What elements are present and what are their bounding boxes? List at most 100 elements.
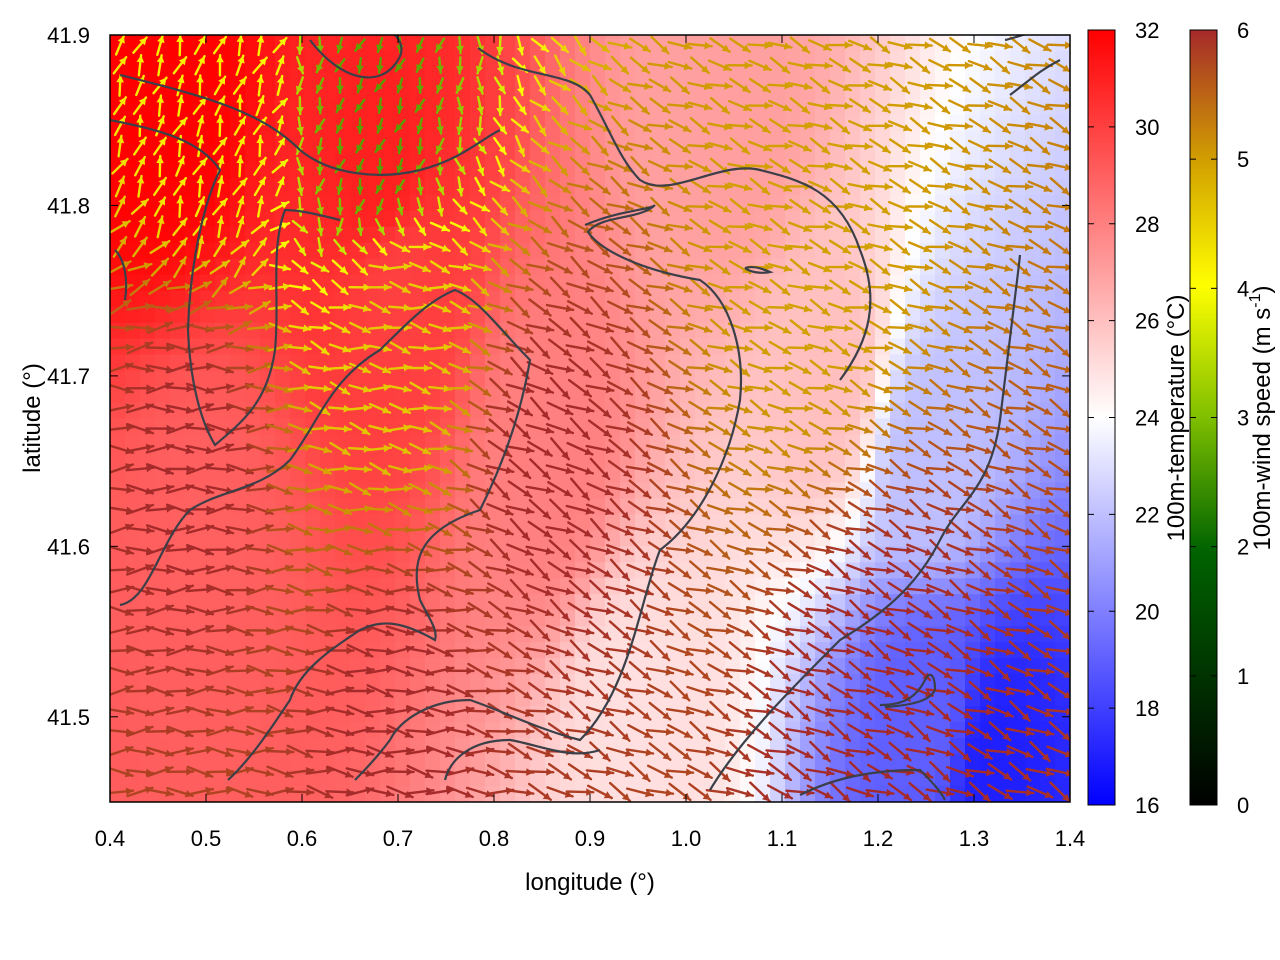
heatmap-cell bbox=[365, 50, 381, 68]
heatmap-cell bbox=[290, 754, 306, 771]
heatmap-cell bbox=[1025, 50, 1041, 68]
heatmap-cell bbox=[410, 130, 426, 148]
heatmap-cell bbox=[575, 130, 591, 148]
heatmap-cell bbox=[830, 66, 846, 84]
heatmap-cell bbox=[425, 226, 441, 244]
heatmap-cell bbox=[545, 35, 561, 52]
heatmap-cell bbox=[380, 114, 396, 132]
heatmap-cell bbox=[365, 98, 381, 116]
heatmap-cell bbox=[380, 194, 396, 212]
heatmap-cell bbox=[425, 306, 441, 324]
heatmap-cell bbox=[875, 290, 891, 308]
heatmap-cell bbox=[170, 35, 186, 52]
heatmap-cell bbox=[320, 242, 336, 260]
heatmap-cell bbox=[185, 50, 201, 68]
heatmap-cell bbox=[425, 66, 441, 84]
heatmap-cell bbox=[440, 402, 456, 420]
x-tick-label: 0.7 bbox=[383, 826, 414, 851]
heatmap-cell bbox=[245, 50, 261, 68]
heatmap-cell bbox=[140, 130, 156, 148]
heatmap-cell bbox=[845, 178, 861, 196]
heatmap-cell bbox=[140, 162, 156, 180]
heatmap-cell bbox=[890, 66, 906, 84]
heatmap-cell bbox=[410, 402, 426, 420]
heatmap-cell bbox=[185, 146, 201, 164]
heatmap-cell bbox=[590, 130, 606, 148]
heatmap-cell bbox=[860, 130, 876, 148]
heatmap-cell bbox=[245, 66, 261, 84]
heatmap-cell bbox=[965, 82, 981, 100]
heatmap-cell bbox=[575, 66, 591, 84]
heatmap-cell bbox=[110, 210, 126, 228]
heatmap-cell bbox=[590, 466, 606, 484]
heatmap-cell bbox=[230, 450, 246, 468]
heatmap-cell bbox=[365, 290, 381, 308]
heatmap-cell bbox=[710, 370, 726, 388]
heatmap-cell bbox=[1010, 370, 1026, 388]
heatmap-cell bbox=[335, 98, 351, 116]
heatmap-cell bbox=[110, 130, 126, 148]
heatmap-cell bbox=[920, 66, 936, 84]
heatmap-cell bbox=[755, 210, 771, 228]
heatmap-cell bbox=[950, 114, 966, 132]
heatmap-cell bbox=[650, 66, 666, 84]
heatmap-cell bbox=[950, 610, 966, 627]
heatmap-cell bbox=[320, 178, 336, 196]
heatmap-cell bbox=[725, 66, 741, 84]
heatmap-cell bbox=[245, 674, 261, 691]
heatmap-cell bbox=[530, 450, 546, 468]
x-tick-label: 0.9 bbox=[575, 826, 606, 851]
heatmap-cell bbox=[935, 146, 951, 164]
heatmap-cell bbox=[725, 210, 741, 228]
heatmap-cell bbox=[425, 370, 441, 388]
heatmap-cell bbox=[920, 50, 936, 68]
heatmap-cell bbox=[380, 146, 396, 164]
heatmap-cell bbox=[200, 114, 216, 132]
heatmap-cell bbox=[155, 450, 171, 468]
heatmap-cell bbox=[845, 370, 861, 388]
heatmap-cell bbox=[995, 35, 1011, 52]
heatmap-cell bbox=[155, 162, 171, 180]
heatmap-cell bbox=[605, 194, 621, 212]
heatmap-cell bbox=[140, 82, 156, 100]
heatmap-cell bbox=[815, 130, 831, 148]
heatmap-cell bbox=[725, 146, 741, 164]
heatmap-cell bbox=[200, 242, 216, 260]
heatmap-cell bbox=[650, 114, 666, 132]
heatmap-cell bbox=[545, 82, 561, 100]
heatmap-cell bbox=[185, 114, 201, 132]
heatmap-cell bbox=[425, 130, 441, 148]
heatmap-cell bbox=[890, 146, 906, 164]
heatmap-cell bbox=[395, 290, 411, 308]
heatmap-cell bbox=[245, 450, 261, 468]
heatmap-cell bbox=[590, 754, 606, 771]
heatmap-cell bbox=[1055, 146, 1070, 164]
heatmap-cell bbox=[185, 194, 201, 212]
heatmap-cell bbox=[335, 82, 351, 100]
heatmap-cell bbox=[455, 674, 471, 691]
heatmap-cell bbox=[575, 674, 591, 691]
heatmap-cell bbox=[980, 226, 996, 244]
heatmap-cell bbox=[920, 434, 936, 452]
heatmap-cell bbox=[860, 210, 876, 228]
heatmap-cell bbox=[545, 50, 561, 68]
heatmap-cell bbox=[545, 162, 561, 180]
heatmap-cell bbox=[650, 98, 666, 116]
heatmap-cell bbox=[710, 82, 726, 100]
heatmap-cell bbox=[935, 546, 951, 563]
heatmap-cell bbox=[875, 450, 891, 468]
heatmap-cell bbox=[425, 50, 441, 68]
heatmap-cell bbox=[440, 50, 456, 68]
heatmap-cell bbox=[800, 210, 816, 228]
heatmap-cell bbox=[740, 674, 756, 691]
heatmap-cell bbox=[635, 130, 651, 148]
heatmap-cell bbox=[635, 546, 651, 563]
heatmap-cell bbox=[365, 242, 381, 260]
heatmap-cell bbox=[470, 370, 486, 388]
x-tick-label: 1.0 bbox=[671, 826, 702, 851]
heatmap-cell bbox=[935, 290, 951, 308]
heatmap-cell bbox=[245, 242, 261, 260]
heatmap-cell bbox=[200, 82, 216, 100]
heatmap-cell bbox=[530, 50, 546, 68]
heatmap-cell bbox=[485, 226, 501, 244]
